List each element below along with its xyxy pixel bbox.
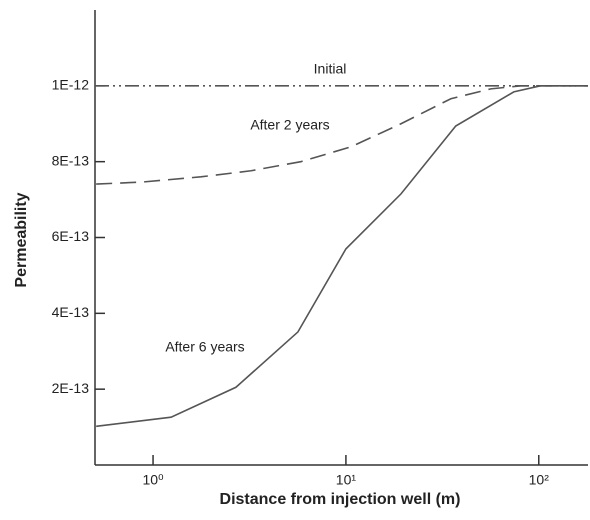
y-tick-label: 4E-13 (52, 304, 90, 320)
x-axis-title: Distance from injection well (m) (220, 491, 461, 508)
y-tick-label: 2E-13 (52, 380, 90, 396)
x-tick-label: 10¹ (336, 472, 357, 488)
x-tick-label: 10⁰ (142, 472, 164, 488)
y-tick-label: 6E-13 (52, 228, 90, 244)
x-tick-label: 10² (529, 472, 550, 488)
series-label: Initial (314, 61, 347, 77)
series-label: After 6 years (165, 339, 244, 355)
series-label: After 2 years (250, 117, 329, 133)
y-axis-title: Permeability (13, 192, 30, 287)
y-tick-label: 1E-12 (52, 77, 90, 93)
y-tick-label: 8E-13 (52, 152, 90, 168)
series-line (96, 85, 588, 185)
series-line (96, 85, 588, 428)
